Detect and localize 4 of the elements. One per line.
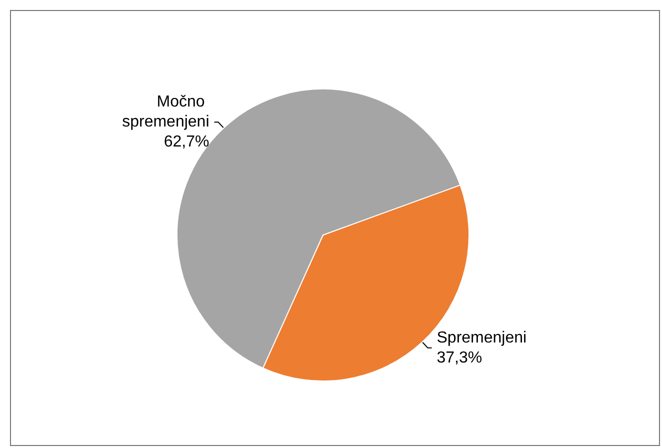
- slice-label: Močno spremenjeni: [122, 94, 210, 131]
- slice-label: Spremenjeni: [436, 329, 527, 346]
- data-label: 62,7%: [164, 134, 210, 151]
- data-label: 37,3%: [436, 349, 482, 366]
